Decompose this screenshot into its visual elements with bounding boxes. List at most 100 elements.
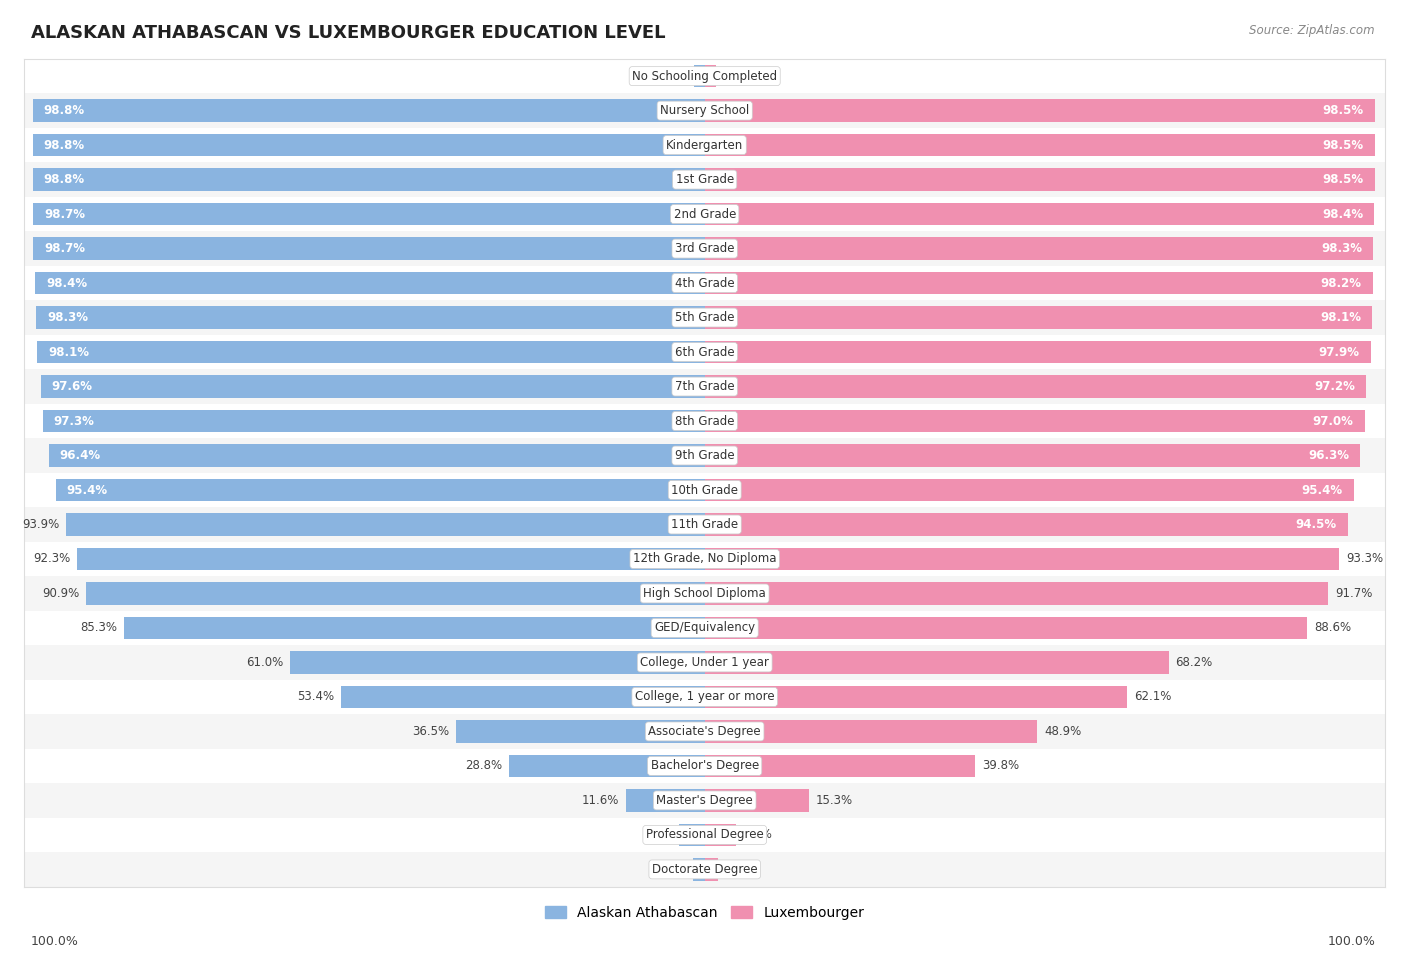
Text: 4.6%: 4.6%	[742, 829, 773, 841]
Bar	[679, 824, 704, 846]
Text: 5th Grade: 5th Grade	[675, 311, 734, 324]
Text: Bachelor's Degree: Bachelor's Degree	[651, 760, 759, 772]
Text: 97.0%: 97.0%	[1313, 414, 1354, 427]
Text: 1st Grade: 1st Grade	[675, 174, 734, 186]
Bar	[24, 715, 1385, 749]
Text: 1.7%: 1.7%	[657, 863, 686, 876]
Text: 11th Grade: 11th Grade	[671, 518, 738, 531]
Bar	[125, 617, 704, 640]
Text: 98.4%: 98.4%	[46, 277, 87, 290]
Bar	[24, 680, 1385, 715]
Bar	[24, 94, 1385, 128]
Text: 98.1%: 98.1%	[1320, 311, 1361, 324]
Text: 98.1%: 98.1%	[48, 345, 89, 359]
Text: 6th Grade: 6th Grade	[675, 345, 734, 359]
Text: 98.5%: 98.5%	[1323, 138, 1364, 151]
Bar	[704, 755, 976, 777]
Text: 91.7%: 91.7%	[1336, 587, 1372, 600]
Bar	[290, 651, 704, 674]
Text: 97.9%: 97.9%	[1319, 345, 1360, 359]
Bar	[32, 169, 704, 191]
Text: 48.9%: 48.9%	[1045, 725, 1081, 738]
Bar	[32, 99, 704, 122]
Bar	[704, 306, 1372, 329]
Text: 98.2%: 98.2%	[1320, 277, 1362, 290]
Bar	[704, 617, 1308, 640]
Bar	[626, 789, 704, 811]
Bar	[24, 231, 1385, 266]
Text: 3rd Grade: 3rd Grade	[675, 242, 734, 255]
Bar	[24, 610, 1385, 645]
Text: 1.9%: 1.9%	[724, 863, 754, 876]
Text: 98.3%: 98.3%	[46, 311, 89, 324]
Text: 11.6%: 11.6%	[582, 794, 619, 807]
Bar	[41, 375, 704, 398]
Bar	[704, 237, 1374, 259]
Bar	[704, 169, 1375, 191]
Text: 53.4%: 53.4%	[298, 690, 335, 703]
Text: 85.3%: 85.3%	[80, 621, 118, 635]
Text: 8th Grade: 8th Grade	[675, 414, 734, 427]
Bar	[24, 576, 1385, 610]
Bar	[24, 818, 1385, 852]
Bar	[24, 266, 1385, 300]
Text: 94.5%: 94.5%	[1295, 518, 1337, 531]
Bar	[704, 272, 1372, 294]
Text: 7th Grade: 7th Grade	[675, 380, 734, 393]
Bar	[35, 272, 704, 294]
Bar	[32, 134, 704, 156]
Text: 4th Grade: 4th Grade	[675, 277, 734, 290]
Bar	[24, 404, 1385, 439]
Text: 92.3%: 92.3%	[32, 553, 70, 566]
Bar	[37, 306, 704, 329]
Bar	[24, 128, 1385, 163]
Bar	[704, 858, 717, 880]
Text: GED/Equivalency: GED/Equivalency	[654, 621, 755, 635]
Bar	[24, 783, 1385, 818]
Bar	[704, 685, 1128, 708]
Text: 88.6%: 88.6%	[1315, 621, 1351, 635]
Text: 98.7%: 98.7%	[44, 208, 86, 220]
Text: 96.3%: 96.3%	[1308, 449, 1348, 462]
Bar	[66, 513, 704, 535]
Bar	[42, 410, 704, 432]
Bar	[34, 237, 704, 259]
Bar	[509, 755, 704, 777]
Text: 96.4%: 96.4%	[60, 449, 101, 462]
Bar	[704, 134, 1375, 156]
Bar	[24, 300, 1385, 334]
Text: 39.8%: 39.8%	[983, 760, 1019, 772]
Bar	[695, 65, 704, 88]
Text: 95.4%: 95.4%	[1302, 484, 1343, 496]
Text: 28.8%: 28.8%	[465, 760, 502, 772]
Text: 36.5%: 36.5%	[412, 725, 450, 738]
Text: Kindergarten: Kindergarten	[666, 138, 744, 151]
Bar	[24, 370, 1385, 404]
Text: 98.4%: 98.4%	[1322, 208, 1364, 220]
Bar	[24, 58, 1385, 94]
Text: 61.0%: 61.0%	[246, 656, 283, 669]
Text: 10th Grade: 10th Grade	[671, 484, 738, 496]
Text: Master's Degree: Master's Degree	[657, 794, 754, 807]
Text: 98.7%: 98.7%	[44, 242, 86, 255]
Bar	[704, 513, 1347, 535]
Bar	[24, 507, 1385, 542]
Bar	[24, 439, 1385, 473]
Bar	[86, 582, 704, 604]
Text: 97.2%: 97.2%	[1315, 380, 1355, 393]
Text: 95.4%: 95.4%	[66, 484, 108, 496]
Text: 93.3%: 93.3%	[1346, 553, 1384, 566]
Bar	[34, 203, 704, 225]
Bar	[704, 651, 1168, 674]
Text: 68.2%: 68.2%	[1175, 656, 1212, 669]
Bar	[704, 99, 1375, 122]
Text: 98.5%: 98.5%	[1323, 174, 1364, 186]
Text: 90.9%: 90.9%	[42, 587, 80, 600]
Text: 15.3%: 15.3%	[815, 794, 852, 807]
Text: 97.6%: 97.6%	[52, 380, 93, 393]
Bar	[704, 479, 1354, 501]
Legend: Alaskan Athabascan, Luxembourger: Alaskan Athabascan, Luxembourger	[540, 900, 870, 925]
Bar	[24, 473, 1385, 507]
Text: 3.8%: 3.8%	[643, 829, 672, 841]
Bar	[457, 721, 704, 743]
